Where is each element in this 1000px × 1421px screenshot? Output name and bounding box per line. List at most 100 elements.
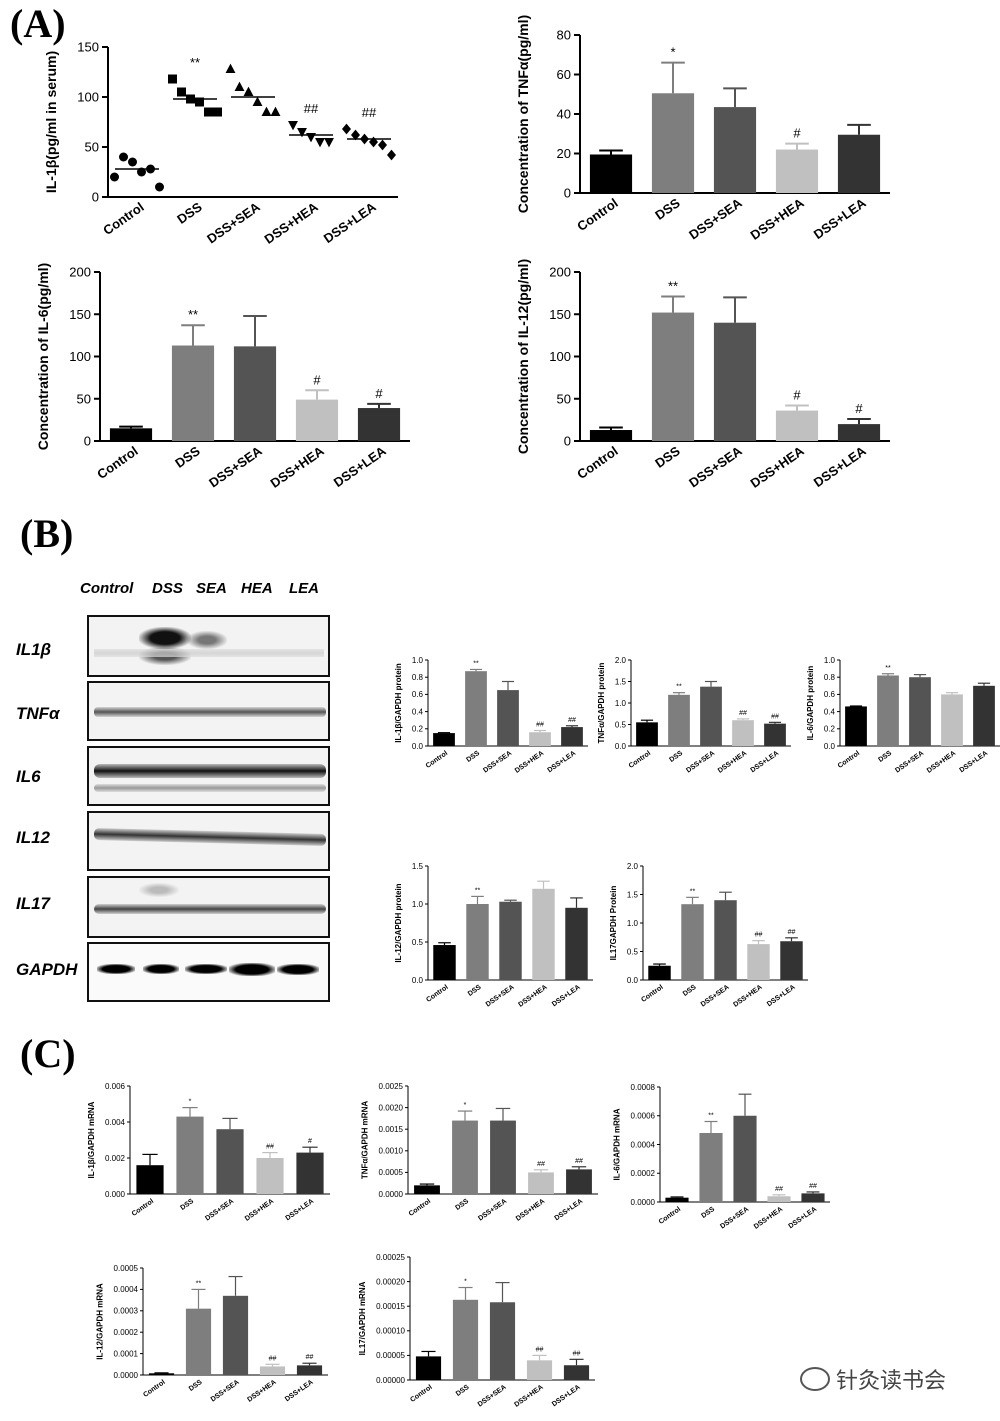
chart-c2-ytick-label: 0.0025 xyxy=(379,1082,404,1091)
chart-a1-xtick-label: Control xyxy=(100,199,146,238)
chart-b4-bar xyxy=(532,888,555,980)
chart-c1-xtick-label: DSS+LEA xyxy=(285,1198,316,1222)
chart-b4-bar xyxy=(466,904,489,980)
chart-b2-annotation: ## xyxy=(771,713,779,720)
chart-a3-bar xyxy=(295,399,339,441)
chart-a2-bar xyxy=(775,149,819,193)
chart-a1-point xyxy=(288,120,298,131)
chart-b3-ytick-label: 0.2 xyxy=(824,725,836,734)
chart-b3-ylabel: IL-6/GAPDH protein xyxy=(806,666,815,741)
blot-row-il1b: IL1β xyxy=(16,640,52,659)
chart-c4-bar xyxy=(222,1295,249,1375)
chart-b3-annotation: ** xyxy=(885,665,891,672)
chart-a1-ytick-label: 0 xyxy=(92,190,99,205)
chart-c1-bar xyxy=(136,1165,164,1194)
chart-a4-bar xyxy=(651,312,695,441)
chart-a1-point xyxy=(369,136,378,148)
chart-b3-xtick-label: DSS+HEA xyxy=(926,750,957,775)
chart-c4-ytick-label: 0.0003 xyxy=(114,1307,139,1316)
chart-b4-ytick-label: 1.0 xyxy=(412,900,424,909)
chart-b3-bar xyxy=(973,685,995,746)
chart-a3-ytick-label: 150 xyxy=(69,307,91,322)
watermark-text: 针灸读书会 xyxy=(836,1368,947,1393)
chart-c4-annotation: ## xyxy=(306,1354,314,1361)
chart-b4-ytick-label: 0.5 xyxy=(412,938,424,947)
chart-c3-bar xyxy=(665,1197,689,1202)
blot-row-il12: IL12 xyxy=(16,828,51,847)
chart-b5-xtick-label: Control xyxy=(640,984,664,1004)
chart-c5-bar xyxy=(415,1356,442,1380)
chart-a1-point xyxy=(351,129,360,141)
chart-c2-bar xyxy=(528,1172,554,1194)
blot-row-il6: IL6 xyxy=(16,767,41,786)
chart-c2-annotation: ## xyxy=(537,1161,545,1168)
chart-c4-annotation: ** xyxy=(196,1280,202,1287)
chart-a1-ylabel: IL-1β(pg/ml in serum) xyxy=(43,51,59,193)
chart-a2-bar xyxy=(713,107,757,193)
blot-image-il1b xyxy=(87,615,330,677)
chart-b1-xtick-label: DSS xyxy=(465,750,481,764)
chart-a1-point xyxy=(297,127,307,138)
chart-c1-ytick-label: 0.000 xyxy=(105,1190,126,1199)
chart-c2-ytick-label: 0.0020 xyxy=(379,1103,404,1112)
chart-c3-annotation: ## xyxy=(809,1183,817,1190)
chart-b3-xtick-label: DSS+LEA xyxy=(959,750,990,774)
chart-a1-ytick-label: 150 xyxy=(77,40,99,55)
chart-b1-ytick-label: 0.2 xyxy=(412,725,424,734)
chart-a2-ytick-label: 80 xyxy=(557,28,571,43)
blot-image-tnfa xyxy=(87,681,330,741)
blot-lane-sea: SEA xyxy=(196,580,227,597)
chart-a3-annotation: # xyxy=(375,386,383,401)
chart-b4-bar xyxy=(565,907,588,980)
chart-b5-bar xyxy=(648,965,671,980)
chart-b5-bar xyxy=(714,900,737,980)
blot-lane-lea: LEA xyxy=(289,580,319,597)
chart-c5-bar xyxy=(526,1360,553,1380)
chart-c2-annotation: * xyxy=(464,1102,467,1109)
chart-a4-ytick-label: 150 xyxy=(549,307,571,322)
chart-a3-bar xyxy=(357,408,401,441)
chart-b4-ylabel: IL-12/GAPDH protein xyxy=(394,883,403,962)
chart-c3-xtick-label: DSS+SEA xyxy=(719,1206,750,1231)
chart-b4-xtick-label: DSS+SEA xyxy=(485,984,516,1009)
chart-c1-bar xyxy=(256,1158,284,1194)
chart-c1-bar xyxy=(176,1116,204,1194)
chart-b4-xtick-label: DSS xyxy=(467,984,483,998)
chart-a1-point xyxy=(234,81,245,92)
chart-b2-xtick-label: DSS+SEA xyxy=(685,750,716,775)
chart-b2-annotation: ** xyxy=(676,684,682,691)
chart-c4-xtick-label: DSS+HEA xyxy=(246,1379,277,1404)
chart-c2-xtick-label: DSS xyxy=(454,1198,470,1212)
blot-image-il12 xyxy=(87,811,330,871)
chart-a4-xtick-label: DSS+SEA xyxy=(686,443,745,491)
chart-c1-ylabel: IL-1β/GAPDH mRNA xyxy=(87,1101,96,1178)
chart-a1-point xyxy=(155,182,164,192)
chart-c4-ytick-label: 0.0004 xyxy=(114,1285,139,1294)
chart-c2-bar xyxy=(566,1169,592,1194)
chart-a1-ytick-label: 50 xyxy=(85,140,99,155)
chart-c5-annotation: ## xyxy=(536,1346,544,1353)
chart-b4-ytick-label: 1.5 xyxy=(412,862,424,871)
chart-b5-ytick-label: 1.5 xyxy=(627,890,639,899)
chart-b5-bar xyxy=(780,941,803,980)
chart-c3-ytick-label: 0.0000 xyxy=(631,1198,656,1207)
chart-b5-ytick-label: 1.0 xyxy=(627,919,639,928)
watermark: 针灸读书会 xyxy=(800,1363,946,1395)
chart-a4-xtick-label: DSS+LEA xyxy=(811,443,870,490)
chart-c5-xtick-label: Control xyxy=(409,1384,433,1404)
chart-b1-ylabel: IL-1β/GAPDH protein xyxy=(394,663,403,743)
chart-b4-bar xyxy=(499,901,522,980)
chart-c1-xtick-label: DSS+HEA xyxy=(244,1198,275,1223)
chart-a2-xtick-label: Control xyxy=(574,195,620,234)
chart-c3-xtick-label: DSS+LEA xyxy=(788,1206,819,1230)
chart-a1-annotation: ** xyxy=(190,55,200,70)
chart-a1-point xyxy=(270,106,281,117)
chart-c4-annotation: ## xyxy=(269,1355,277,1362)
chart-a1-xtick-label: DSS xyxy=(174,199,205,227)
chart-b5-ylabel: IL17GAPDH Protein xyxy=(609,886,618,961)
chart-a1-point xyxy=(261,106,272,117)
chart-c5-ytick-label: 0.00005 xyxy=(376,1351,405,1360)
chart-a3-xtick-label: DSS+HEA xyxy=(268,443,328,491)
chart-b2-xtick-label: DSS+LEA xyxy=(750,750,781,774)
